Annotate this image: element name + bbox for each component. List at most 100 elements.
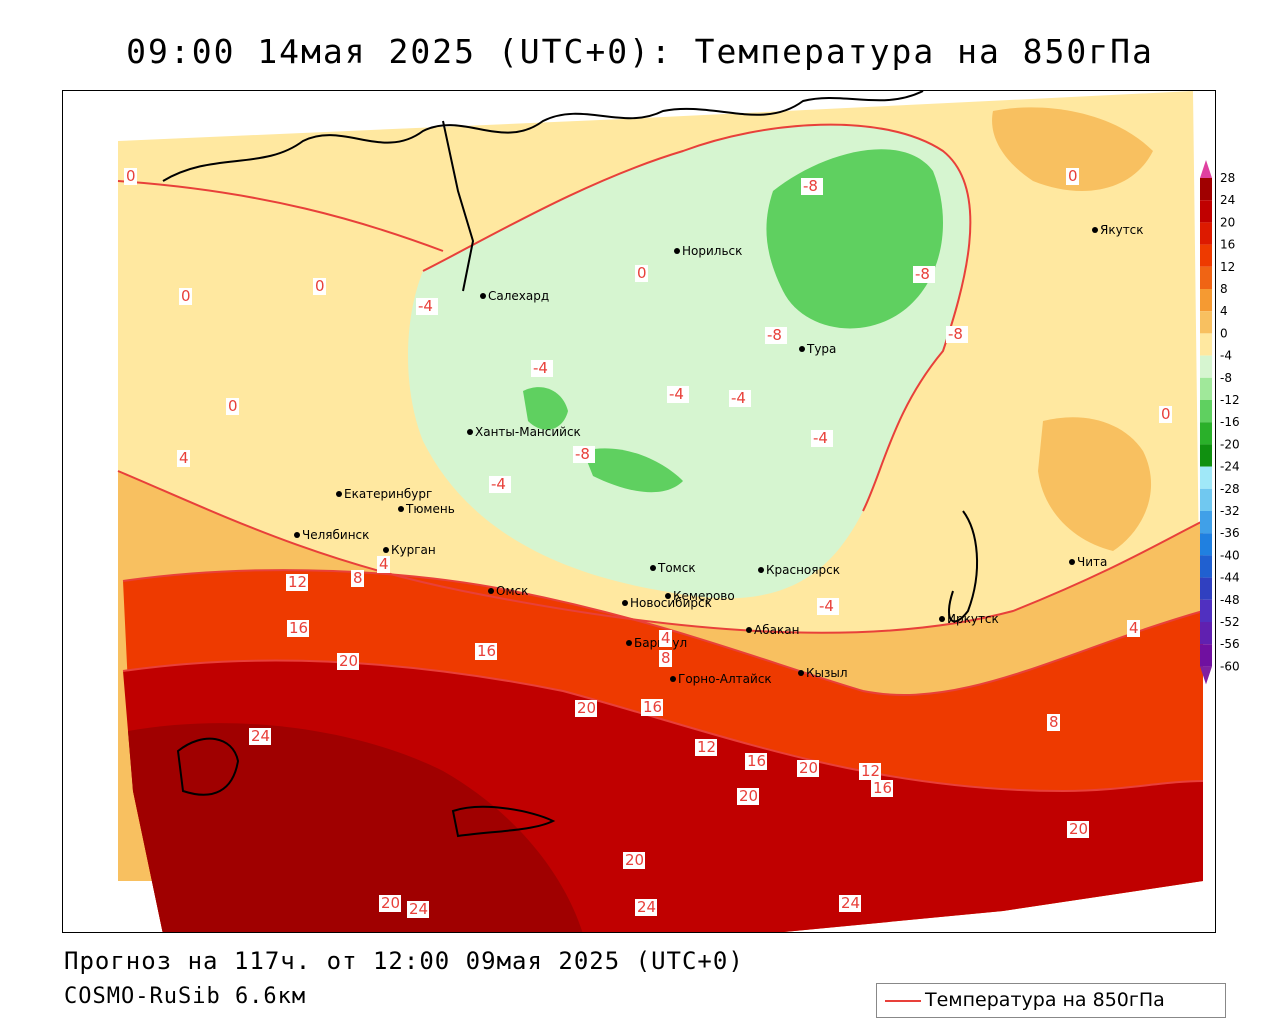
city-dot xyxy=(650,565,656,571)
contour-label: -4 xyxy=(533,359,548,377)
contour-label: 20 xyxy=(625,851,644,869)
colorbar-tick-label: -16 xyxy=(1220,415,1240,429)
city-label: Екатеринбург xyxy=(344,487,432,501)
contour-label-bg xyxy=(249,728,271,745)
city-dot xyxy=(294,532,300,538)
forecast-info: Прогноз на 117ч. от 12:00 09мая 2025 (UT… xyxy=(64,947,744,975)
city-dot xyxy=(622,600,628,606)
city-dot xyxy=(674,248,680,254)
contour-label-bg xyxy=(667,386,689,403)
colorbar-segment xyxy=(1200,466,1212,489)
colorbar-segment xyxy=(1200,400,1212,423)
colorbar-segment xyxy=(1200,266,1212,289)
contour-label: 4 xyxy=(379,555,389,573)
city-label: Ханты-Мансийск xyxy=(475,425,581,439)
city-label: Якутск xyxy=(1100,223,1144,237)
city-dot xyxy=(798,670,804,676)
colorbar-segment xyxy=(1200,311,1212,334)
contour-label-bg xyxy=(635,899,657,916)
city-dot xyxy=(746,627,752,633)
contour-label: 16 xyxy=(477,642,496,660)
contour-label-bg xyxy=(475,643,497,660)
city-label: Красноярск xyxy=(766,563,840,577)
city-label: Горно-Алтайск xyxy=(678,672,772,686)
city-label: Кемерово xyxy=(673,589,735,603)
contour-label-bg xyxy=(659,650,672,667)
colorbar-tick-label: -28 xyxy=(1220,482,1240,496)
contour-label: -4 xyxy=(731,389,746,407)
colorbar-tick-label: -40 xyxy=(1220,548,1240,562)
city-label: Салехард xyxy=(488,289,549,303)
contour-label-bg xyxy=(1066,168,1079,185)
zone-cold-patch2 xyxy=(583,448,683,493)
city-dot xyxy=(336,491,342,497)
city-dot xyxy=(1092,227,1098,233)
chart-title: 09:00 14мая 2025 (UTC+0): Температура на… xyxy=(126,32,1154,71)
colorbar-segment xyxy=(1200,178,1212,201)
colorbar-top-arrow xyxy=(1200,160,1212,178)
city-label: Чита xyxy=(1077,555,1107,569)
contour-label: 16 xyxy=(643,698,662,716)
map-svg: Норильск Салехард Якутск Тура Ханты-Мансийск… xyxy=(117,91,1204,932)
contour-label-bg xyxy=(946,326,968,343)
contour-label: 0 xyxy=(228,397,238,415)
colorbar-segment xyxy=(1200,289,1212,312)
contour-label-bg xyxy=(811,430,833,447)
model-info: COSMO-RuSib 6.6км xyxy=(64,984,307,1009)
contour-label-bg xyxy=(765,327,787,344)
contour-label-bg xyxy=(737,788,759,805)
contour-label: 24 xyxy=(251,727,270,745)
city-dot xyxy=(383,547,389,553)
colorbar-tick-label: -60 xyxy=(1220,659,1240,673)
city-dot xyxy=(626,640,632,646)
contour-label-bg xyxy=(287,620,309,637)
contour-label: -4 xyxy=(669,385,684,403)
colorbar-tick-label: 20 xyxy=(1220,215,1235,229)
contour-label: -4 xyxy=(491,475,506,493)
contour-label-bg xyxy=(1047,714,1060,731)
contour-label: 20 xyxy=(799,759,818,777)
city-label: Омск xyxy=(496,584,528,598)
colorbar-segment xyxy=(1200,533,1212,556)
colorbar-tick-label: -12 xyxy=(1220,393,1240,407)
contour-label-bg xyxy=(859,763,881,780)
contour-label-bg xyxy=(489,476,511,493)
city-dot xyxy=(480,293,486,299)
contour-label-bg xyxy=(416,298,438,315)
contour-label-bg xyxy=(641,699,663,716)
contour-label: 12 xyxy=(861,762,880,780)
colorbar-segment xyxy=(1200,488,1212,511)
zone-darkest-red xyxy=(128,723,583,932)
contour-label-bg xyxy=(1159,406,1172,423)
contour-label: 20 xyxy=(1069,820,1088,838)
colorbar-segment xyxy=(1200,511,1212,534)
colorbar-segment xyxy=(1200,200,1212,223)
colorbar-segment xyxy=(1200,333,1212,356)
contour-label-bg xyxy=(729,390,751,407)
contour-label: 0 xyxy=(181,287,191,305)
contour-label-bg xyxy=(623,852,645,869)
colorbar-tick-label: -20 xyxy=(1220,437,1240,451)
contour-label: 0 xyxy=(1068,167,1078,185)
contour-label-bg xyxy=(797,760,819,777)
contour-label-bg xyxy=(313,278,326,295)
colorbar-tick-label: -24 xyxy=(1220,460,1240,474)
city-label: Челябинск xyxy=(302,528,369,542)
colorbar-tick-label: 12 xyxy=(1220,260,1235,274)
contour-label-bg xyxy=(1127,620,1140,637)
contour-label-bg xyxy=(695,739,717,756)
contour-label-bg xyxy=(407,901,429,918)
contour-label-bg xyxy=(531,360,553,377)
contour-label-bg xyxy=(1067,821,1089,838)
contour-label: 16 xyxy=(873,779,892,797)
contour-label: -8 xyxy=(767,326,782,344)
contour-label: 0 xyxy=(1161,405,1171,423)
contour-label: 20 xyxy=(577,699,596,717)
city-label: Тура xyxy=(806,342,836,356)
city-label: Норильск xyxy=(682,244,742,258)
city-dot xyxy=(467,429,473,435)
colorbar-tick-label: 16 xyxy=(1220,238,1235,252)
lake-balkhash xyxy=(451,805,556,838)
colorbar-tick-label: -56 xyxy=(1220,637,1240,651)
